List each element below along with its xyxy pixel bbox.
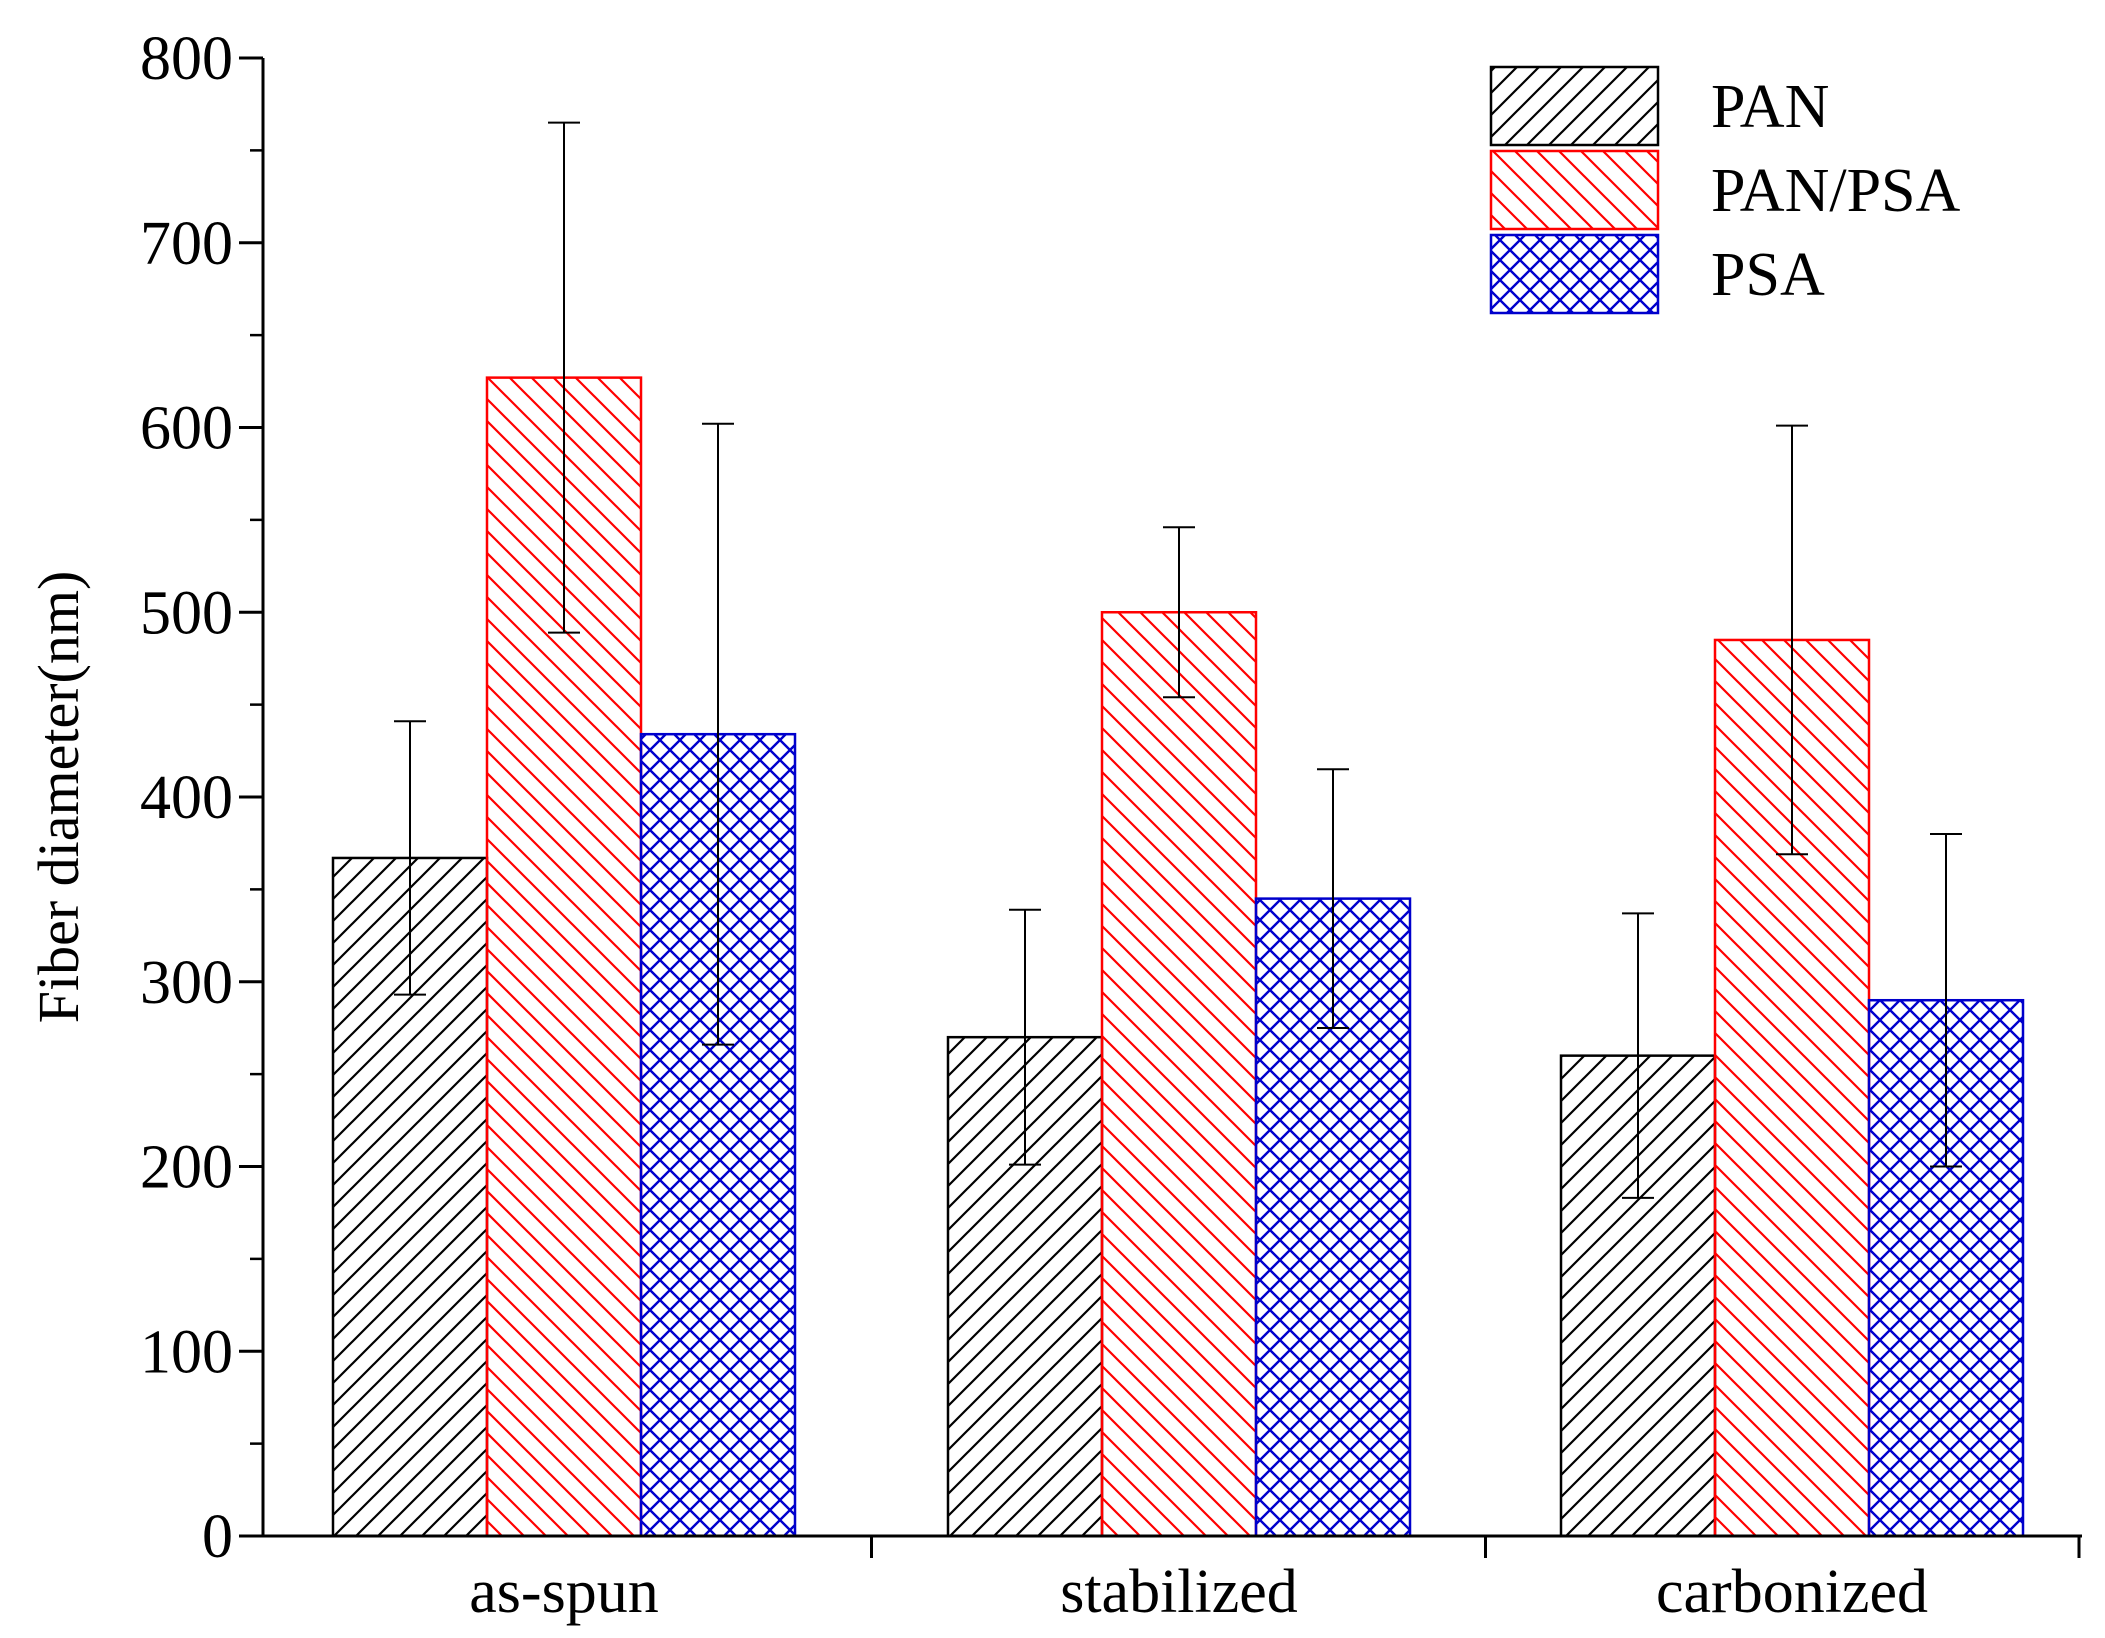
x-category-label-carbonized: carbonized [1656, 1558, 1928, 1626]
y-tick-label: 800 [140, 25, 233, 93]
error-bar-psa-stabilized [1317, 768, 1349, 1029]
legend-item-pan-psa: PAN/PSA [1489, 149, 1961, 231]
y-axis-title: Fiber diameter(nm) [26, 571, 91, 1024]
y-tick-label: 300 [140, 949, 233, 1017]
legend-label: PSA [1711, 241, 1825, 309]
x-category-label-stabilized: stabilized [1060, 1558, 1298, 1626]
y-tick-label: 400 [140, 764, 233, 832]
error-bar-pan-psa-stabilized [1163, 526, 1195, 699]
bar-pan-psa-stabilized [1100, 611, 1258, 1538]
y-tick-label: 500 [140, 579, 233, 647]
legend-label: PAN [1711, 73, 1829, 141]
y-tick-label: 100 [140, 1318, 233, 1386]
legend-label: PAN/PSA [1711, 157, 1961, 225]
legend-swatch [1489, 149, 1660, 231]
error-bars-layer [394, 121, 1962, 1199]
error-bar-psa-carbonized [1930, 832, 1962, 1168]
legend-item-psa: PSA [1489, 233, 1825, 315]
error-bar-psa-as-spun [702, 422, 734, 1046]
y-tick-label: 0 [202, 1503, 233, 1571]
error-bar-pan-stabilized [1009, 908, 1041, 1166]
error-bar-pan-psa-carbonized [1776, 424, 1808, 856]
legend-item-pan: PAN [1489, 65, 1829, 147]
y-ticks-layer: 0 100 200 300 400 500 600 700 800 [140, 25, 263, 1571]
x-ticks-layer: as-spun stabilized carbonized [469, 1536, 2081, 1626]
y-tick-label: 700 [140, 210, 233, 278]
legend-swatch [1489, 65, 1660, 147]
error-bar-pan-psa-as-spun [548, 121, 580, 634]
y-tick-label: 200 [140, 1134, 233, 1202]
axes: 0 100 200 300 400 500 600 700 800 as-spun stabili… [140, 25, 2082, 1626]
y-tick-label: 600 [140, 395, 233, 463]
x-category-label-as-spun: as-spun [469, 1558, 658, 1626]
legend: PAN PAN/PSA PSA [1489, 65, 1961, 315]
error-bar-pan-carbonized [1622, 912, 1654, 1199]
legend-swatch [1489, 233, 1660, 315]
error-bar-pan-as-spun [394, 720, 426, 996]
